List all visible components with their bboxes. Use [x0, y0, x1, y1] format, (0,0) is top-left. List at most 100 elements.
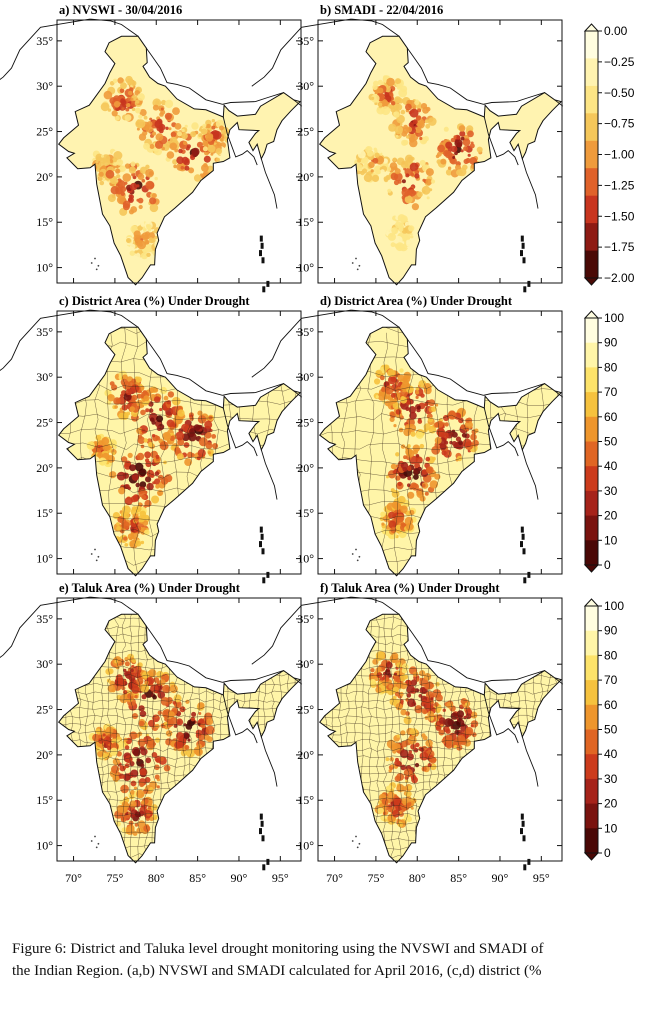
drought-cell	[393, 797, 402, 806]
drought-cell	[127, 81, 131, 86]
drought-cell	[151, 434, 156, 438]
drought-cell	[159, 756, 164, 762]
neighbour-border	[145, 47, 284, 105]
island	[261, 257, 265, 264]
drought-cell	[134, 250, 138, 254]
drought-cell	[462, 138, 471, 147]
drought-cell	[376, 666, 382, 672]
drought-cell	[405, 103, 412, 111]
drought-cell	[415, 456, 423, 464]
colorbar-label: 0	[604, 846, 611, 860]
drought-cell	[138, 204, 143, 210]
drought-cell	[116, 526, 121, 531]
drought-cell	[393, 502, 402, 511]
drought-cell	[422, 190, 426, 194]
island	[94, 257, 96, 260]
drought-cell	[433, 702, 439, 707]
drought-cell	[106, 678, 111, 683]
island	[351, 262, 354, 264]
drought-cell	[157, 491, 162, 496]
drought-cell	[181, 128, 185, 133]
drought-cell	[447, 166, 452, 170]
drought-cell	[181, 132, 188, 140]
panel-e: e) Taluk Area (%) Under Drought 70° 75° 80°…	[0, 581, 303, 885]
drought-cell	[401, 740, 408, 748]
drought-cell	[392, 402, 400, 410]
drought-cell	[402, 466, 408, 472]
drought-cell	[395, 703, 403, 711]
drought-cell	[377, 87, 384, 94]
drought-cell	[154, 120, 163, 129]
colorbar-swatch	[585, 729, 598, 755]
island	[355, 548, 357, 551]
island	[262, 286, 266, 293]
drought-cell	[198, 133, 203, 138]
drought-cell	[203, 734, 210, 741]
drought-cell	[122, 505, 131, 515]
drought-cell	[407, 785, 413, 790]
drought-cell	[136, 789, 145, 799]
y-tick-label: 20°	[297, 170, 314, 184]
drought-cell	[384, 400, 391, 407]
colorbar-label: 100	[604, 599, 624, 613]
drought-cell	[132, 748, 141, 757]
drought-cell	[123, 737, 128, 742]
drought-cell	[406, 239, 411, 245]
drought-cell	[115, 168, 121, 174]
drought-cell	[102, 177, 106, 182]
drought-cell	[134, 497, 139, 502]
drought-cell	[198, 718, 205, 724]
drought-cell	[384, 385, 394, 395]
drought-cell	[160, 109, 166, 115]
colorbar-label: −1.00	[604, 148, 635, 162]
drought-cell	[409, 509, 415, 516]
drought-cell	[133, 786, 138, 790]
drought-cell	[107, 746, 112, 751]
island	[523, 577, 527, 584]
drought-cell	[406, 465, 413, 471]
drought-cell	[163, 460, 167, 465]
drought-cell	[111, 110, 118, 117]
y-tick-label: 25°	[36, 416, 53, 430]
drought-cell	[463, 158, 469, 165]
neighbour-border	[521, 158, 539, 209]
drought-cell	[172, 423, 176, 428]
drought-cell	[396, 773, 405, 781]
drought-cell	[469, 143, 475, 149]
drought-cell	[134, 516, 139, 522]
drought-cell	[152, 694, 157, 700]
drought-cell	[166, 115, 170, 119]
drought-cell	[147, 738, 155, 746]
drought-cell	[419, 159, 426, 166]
drought-cell	[136, 452, 145, 461]
neighbour-border	[554, 99, 564, 107]
drought-cell	[422, 483, 426, 488]
island	[95, 559, 98, 562]
drought-cell	[112, 78, 118, 84]
drought-cell	[208, 415, 213, 420]
drought-cell	[419, 136, 423, 141]
drought-cell	[404, 195, 413, 204]
colorbar-swatch	[585, 490, 598, 517]
drought-cell	[172, 701, 177, 705]
drought-cell	[190, 716, 196, 722]
drought-cell	[424, 491, 429, 496]
island	[259, 526, 263, 533]
island	[90, 262, 93, 264]
drought-cell	[142, 234, 149, 241]
drought-cell	[187, 738, 191, 742]
drought-cell	[438, 729, 445, 736]
island	[266, 280, 270, 287]
drought-cell	[126, 411, 131, 416]
drought-cell	[102, 733, 106, 737]
drought-cell	[166, 699, 172, 705]
drought-cell	[121, 99, 127, 106]
drought-cell	[184, 458, 193, 466]
drought-cell	[117, 77, 124, 84]
drought-cell	[374, 101, 378, 106]
colorbar-swatch	[585, 754, 598, 780]
panel-d-frame	[317, 310, 563, 575]
drought-cell	[409, 108, 419, 118]
colorbar-label: 50	[604, 723, 618, 737]
drought-cell	[403, 371, 412, 380]
